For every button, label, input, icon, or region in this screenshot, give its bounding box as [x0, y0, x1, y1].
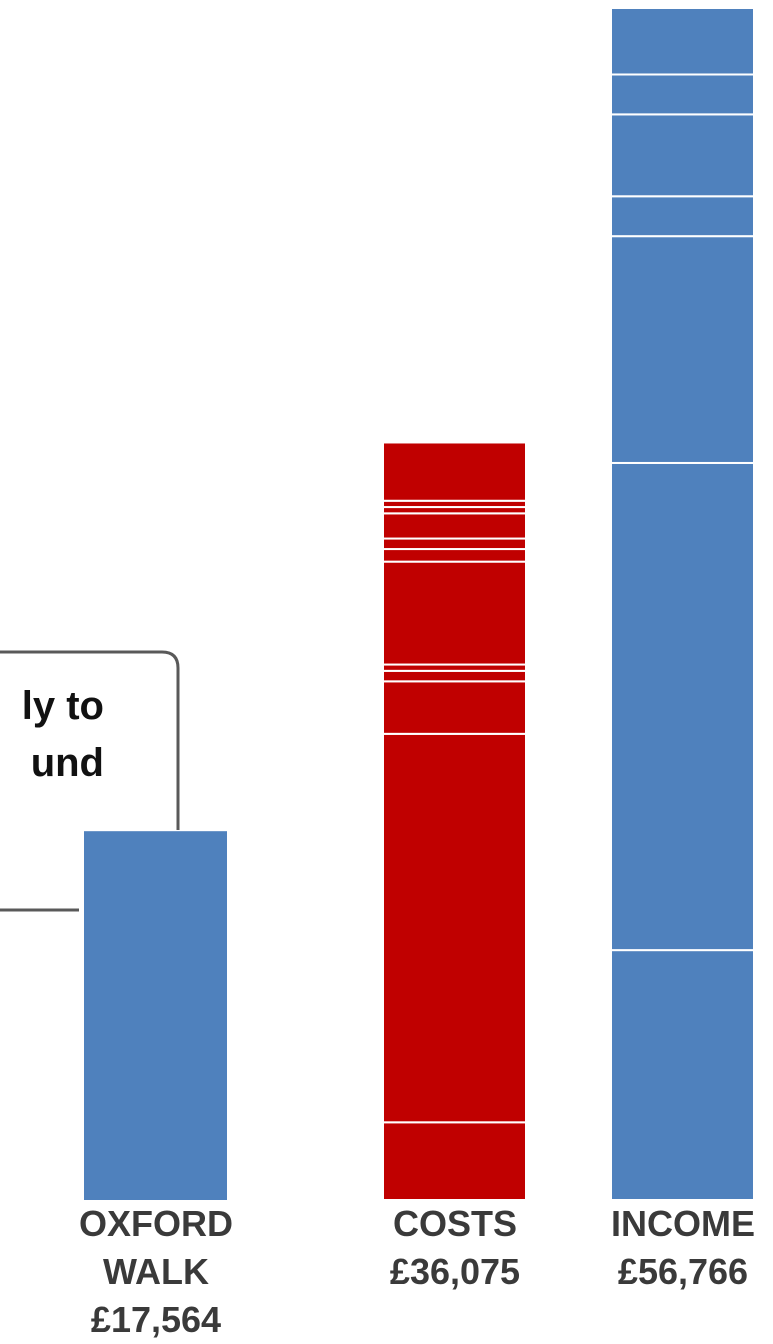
category-name: COSTS: [392, 1203, 517, 1244]
bar-segment-costs-1: [382, 732, 527, 1124]
bar-segment-costs-5: [382, 560, 527, 666]
category-value: £17,564: [90, 1299, 222, 1340]
bar-segment-income-6: [610, 7, 755, 76]
bar-segment-oxford-walk-0: [84, 831, 227, 1200]
callout-text: ly to und: [0, 678, 104, 792]
bar-segment-costs-7: [382, 537, 527, 551]
category-name: INCOME: [611, 1203, 755, 1244]
category-name: OXFORD WALK: [78, 1203, 233, 1292]
bar-segment-costs-11: [382, 441, 527, 502]
bar-segment-income-0: [610, 949, 755, 1202]
category-value: £36,075: [389, 1251, 521, 1292]
bars-group: [84, 7, 755, 1202]
label-oxford-walk: OXFORD WALK £17,564: [51, 1200, 261, 1344]
bar-segment-costs-8: [382, 512, 527, 540]
label-costs: COSTS £36,075: [350, 1200, 560, 1296]
callout-box: [0, 650, 180, 830]
bar-segment-income-1: [610, 461, 755, 952]
callout-line-2: und: [30, 741, 104, 785]
bar-segment-income-3: [610, 195, 755, 238]
bar-segment-costs-6: [382, 548, 527, 563]
bar-segment-costs-0: [382, 1121, 527, 1202]
category-value: £56,766: [617, 1251, 749, 1292]
bar-segment-income-2: [610, 235, 755, 464]
label-income: INCOME £56,766: [578, 1200, 773, 1296]
bar-segment-costs-2: [382, 680, 527, 735]
bar-segment-income-4: [610, 113, 755, 198]
callout-line-1: ly to: [21, 684, 104, 728]
bar-segment-costs-3: [382, 669, 527, 683]
bar-segment-income-5: [610, 73, 755, 116]
